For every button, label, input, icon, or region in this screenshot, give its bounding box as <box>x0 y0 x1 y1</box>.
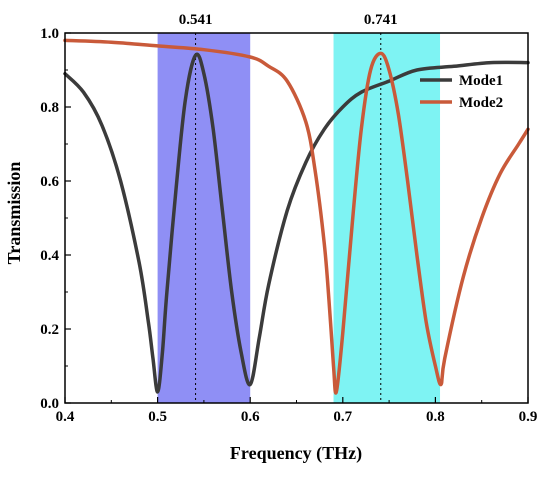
x-axis-title: Frequency (THz) <box>230 443 362 464</box>
x-tick-label: 0.4 <box>56 409 75 425</box>
shaded-band-2 <box>333 33 441 403</box>
y-tick-label: 0.2 <box>40 322 59 338</box>
x-tick-label: 0.6 <box>241 409 260 425</box>
x-tick-label: 0.9 <box>519 409 538 425</box>
y-tick-label: 0.8 <box>40 100 59 116</box>
annotation-label-2: 0.741 <box>364 12 398 28</box>
legend-label-mode1: Mode1 <box>459 73 503 89</box>
legend: Mode1 Mode2 <box>420 73 503 111</box>
y-tick-label: 1.0 <box>40 26 59 42</box>
series-line-mode2 <box>63 38 530 395</box>
annotation-label-1: 0.541 <box>179 12 213 28</box>
y-tick-label: 0.6 <box>40 174 59 190</box>
y-axis-title: Transmission <box>4 162 24 265</box>
shaded-band-1 <box>157 33 251 403</box>
x-tick-label: 0.7 <box>333 409 352 425</box>
x-tick-label: 0.8 <box>426 409 445 425</box>
legend-label-mode2: Mode2 <box>459 95 503 111</box>
y-tick-label: 0.0 <box>40 396 59 412</box>
x-tick-label: 0.5 <box>148 409 167 425</box>
series-line-mode1 <box>63 52 530 394</box>
y-tick-label: 0.4 <box>40 248 59 264</box>
